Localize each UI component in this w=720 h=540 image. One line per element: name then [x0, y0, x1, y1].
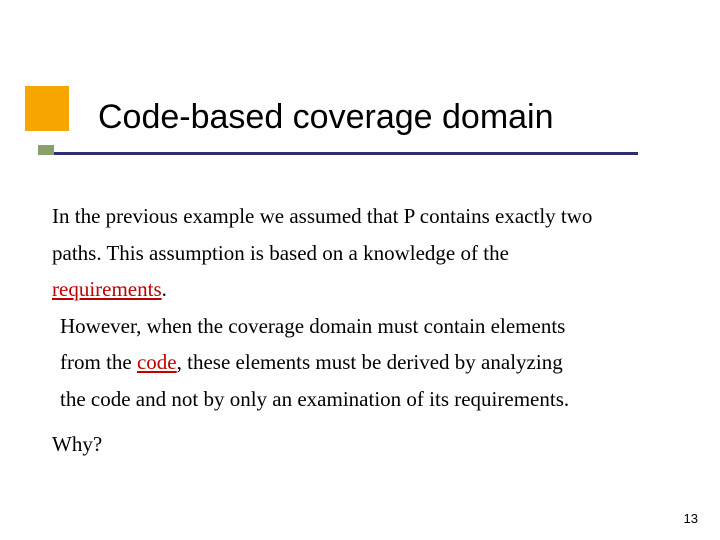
body-text: In the previous example we assumed that … [52, 200, 672, 419]
body-line: requirements. [52, 273, 672, 306]
keyword-code: code [137, 350, 177, 374]
body-text-span: . [162, 277, 167, 301]
keyword-requirements: requirements [52, 277, 162, 301]
body-line: However, when the coverage domain must c… [60, 310, 672, 343]
body-text-span: , these elements must be derived by anal… [177, 350, 563, 374]
body-line: from the code, these elements must be de… [60, 346, 672, 379]
body-line: the code and not by only an examination … [60, 383, 672, 416]
title-accent-box [25, 86, 69, 131]
slide: Code-based coverage domain In the previo… [0, 0, 720, 540]
slide-title: Code-based coverage domain [98, 98, 554, 137]
body-line: paths. This assumption is based on a kno… [52, 237, 672, 270]
page-number: 13 [684, 511, 698, 526]
body-line: In the previous example we assumed that … [52, 200, 672, 233]
title-underline [38, 152, 638, 155]
title-small-accent [38, 145, 54, 155]
why-prompt: Why? [52, 432, 102, 457]
body-text-span: from the [60, 350, 137, 374]
